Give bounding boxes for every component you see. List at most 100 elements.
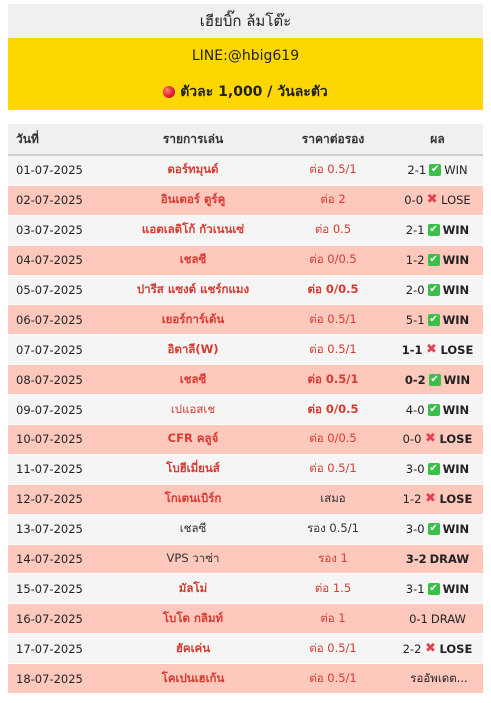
row-result: 3-0 ✔ WIN <box>392 462 483 476</box>
row-result: 0-0 ✖ LOSE <box>392 432 483 446</box>
row-odds: ต่อ 0/0.5 <box>307 401 359 416</box>
table-body: 01-07-2025 ดอร์ทมุนด์ ต่อ 0.5/1 2-1 ✔ WIN 02-0… <box>8 156 483 695</box>
row-score: 1-1 <box>401 342 423 357</box>
check-icon: ✔ <box>428 373 441 386</box>
row-odds: เสมอ <box>320 491 346 506</box>
table-row: 13-07-2025 เชลซี รอง 0.5/1 3-0 ✔ WIN <box>8 514 483 545</box>
row-score: 2-1 <box>407 163 427 178</box>
row-date: 12-07-2025 <box>16 492 83 507</box>
row-score: 3-1 <box>405 581 425 596</box>
row-match: ฮัคเค่น <box>175 640 211 655</box>
row-match: อิตาลี(W) <box>167 341 219 356</box>
row-result: 2-2 ✖ LOSE <box>392 642 483 656</box>
check-icon: ✔ <box>427 463 440 476</box>
check-icon: ✔ <box>427 313 440 326</box>
row-odds: ต่อ 1.5 <box>314 580 352 595</box>
table-row: 15-07-2025 มัลโม่ ต่อ 1.5 3-1 ✔ WIN <box>8 574 483 605</box>
row-date: 07-07-2025 <box>16 342 83 357</box>
row-date: 03-07-2025 <box>16 223 83 238</box>
check-icon: ✔ <box>427 284 440 296</box>
row-odds: ต่อ 0.5/1 <box>309 640 357 655</box>
row-date: 08-07-2025 <box>16 372 83 387</box>
row-odds: ต่อ 0.5/1 <box>309 311 357 326</box>
row-result-text: WIN <box>442 402 470 417</box>
row-match: มัลโม่ <box>178 580 208 595</box>
table-header: วันที่ รายการเล่น ราคาต่อรอง ผล <box>8 124 483 156</box>
col-match-header: รายการเล่น <box>162 131 224 146</box>
row-date: 16-07-2025 <box>16 611 83 626</box>
check-icon: ✔ <box>427 582 440 595</box>
table-row: 08-07-2025 เชลซี ต่อ 0.5/1 0-2 ✔ WIN <box>8 365 483 396</box>
row-result-text: รออัพเดต... <box>410 670 468 685</box>
table-row: 04-07-2025 เชลซี ต่อ 0/0.5 1-2 ✔ WIN <box>8 245 483 276</box>
row-match: เชลซี <box>179 252 207 267</box>
row-result-text: LOSE <box>441 193 471 208</box>
page-title: เฮียบิ๊ก ล้มโต๊ะ <box>8 4 483 38</box>
row-result-text: WIN <box>442 462 470 477</box>
table-row: 07-07-2025 อิตาลี(W) ต่อ 0.5/1 1-1 ✖ LOSE <box>8 335 483 366</box>
row-result-text: WIN <box>442 223 470 238</box>
check-icon: ✔ <box>427 523 440 536</box>
row-date: 02-07-2025 <box>16 193 83 208</box>
row-result: 5-1 ✔ WIN <box>392 313 483 327</box>
row-result: 0-1 DRAW <box>392 612 483 626</box>
check-icon: ✔ <box>427 403 440 416</box>
cross-icon: ✖ <box>426 192 438 208</box>
row-match: เชลซี <box>179 521 207 536</box>
row-score: 1-2 <box>405 253 425 268</box>
table-row: 11-07-2025 โบฮีเมี่ยนส์ ต่อ 0.5/1 3-0 ✔ WIN <box>8 454 483 485</box>
row-result: 2-1 ✔ WIN <box>392 223 483 237</box>
row-date: 05-07-2025 <box>16 283 83 297</box>
row-score: 0-0 <box>404 193 424 208</box>
row-date: 15-07-2025 <box>16 581 83 596</box>
row-score: 4-0 <box>405 402 425 417</box>
row-score: 5-1 <box>405 312 425 327</box>
row-odds: รอง 0.5/1 <box>307 521 359 536</box>
row-date: 01-07-2025 <box>16 163 83 178</box>
row-result: 3-1 ✔ WIN <box>392 582 483 596</box>
table-row: 02-07-2025 อินเตอร์ ตูร์คู ต่อ 2 0-0 ✖ LOSE <box>8 185 483 216</box>
row-score: 3-0 <box>405 462 425 477</box>
row-odds: ต่อ 0.5/1 <box>309 670 357 685</box>
row-score: 2-0 <box>405 283 425 297</box>
row-date: 17-07-2025 <box>16 641 83 656</box>
row-odds: ต่อ 0/0.5 <box>309 252 357 267</box>
row-match: เปแอสเช <box>170 401 216 416</box>
row-result: 4-0 ✔ WIN <box>392 403 483 417</box>
row-score: 0-2 <box>404 372 426 387</box>
row-date: 10-07-2025 <box>16 432 83 447</box>
cross-icon: ✖ <box>425 640 436 656</box>
row-match: เชลซี <box>179 371 207 386</box>
row-match: CFR คลูจ์ <box>167 431 219 446</box>
table-row: 14-07-2025 VPS วาซ่า รอง 1 3-2 DRAW <box>8 544 483 575</box>
row-score: 2-2 <box>402 641 422 656</box>
row-result-text: WIN <box>442 522 470 537</box>
row-match: เยอร์การ์เด้น <box>161 311 225 326</box>
row-result-text: LOSE <box>439 492 473 507</box>
cross-icon: ✖ <box>425 431 436 447</box>
line-contact[interactable]: LINE:@hbig619 <box>8 38 483 74</box>
table-row: 12-07-2025 โกเตนเบิร์ก เสมอ 1-2 ✖ LOSE <box>8 484 483 515</box>
row-result: 0-0 ✖ LOSE <box>392 193 483 207</box>
row-result: 0-2 ✔ WIN <box>392 373 483 387</box>
promo-banner: ตัวละ 1,000 / วันละตัว <box>8 74 483 110</box>
row-odds: ต่อ 0.5/1 <box>309 162 357 177</box>
table-row: 16-07-2025 โบโด กลิมท์ ต่อ 1 0-1 DRAW <box>8 604 483 635</box>
promo-text: ตัวละ 1,000 / วันละตัว <box>180 84 328 100</box>
table-row: 18-07-2025 โคเปนเฮเก้น ต่อ 0.5/1 รออัพเดต..… <box>8 664 483 695</box>
cross-icon: ✖ <box>426 341 437 357</box>
row-score: 0-1 <box>409 611 428 626</box>
row-odds: ต่อ 0/0.5 <box>307 282 359 296</box>
row-result-text: LOSE <box>439 641 473 656</box>
table-row: 05-07-2025 ปารีส แซงต์ แชร์กแมง ต่อ 0/0.5 2… <box>8 275 483 306</box>
row-match: อินเตอร์ ตูร์คู <box>160 192 226 207</box>
row-result: 1-2 ✖ LOSE <box>392 492 483 506</box>
row-score: 0-0 <box>402 432 422 447</box>
row-score: 2-1 <box>405 223 425 238</box>
row-result-text: WIN <box>442 312 470 327</box>
row-result-text: DRAW <box>429 552 470 567</box>
row-date: 11-07-2025 <box>16 462 83 477</box>
row-date: 13-07-2025 <box>16 522 83 537</box>
row-odds: ต่อ 0/0.5 <box>309 431 357 446</box>
